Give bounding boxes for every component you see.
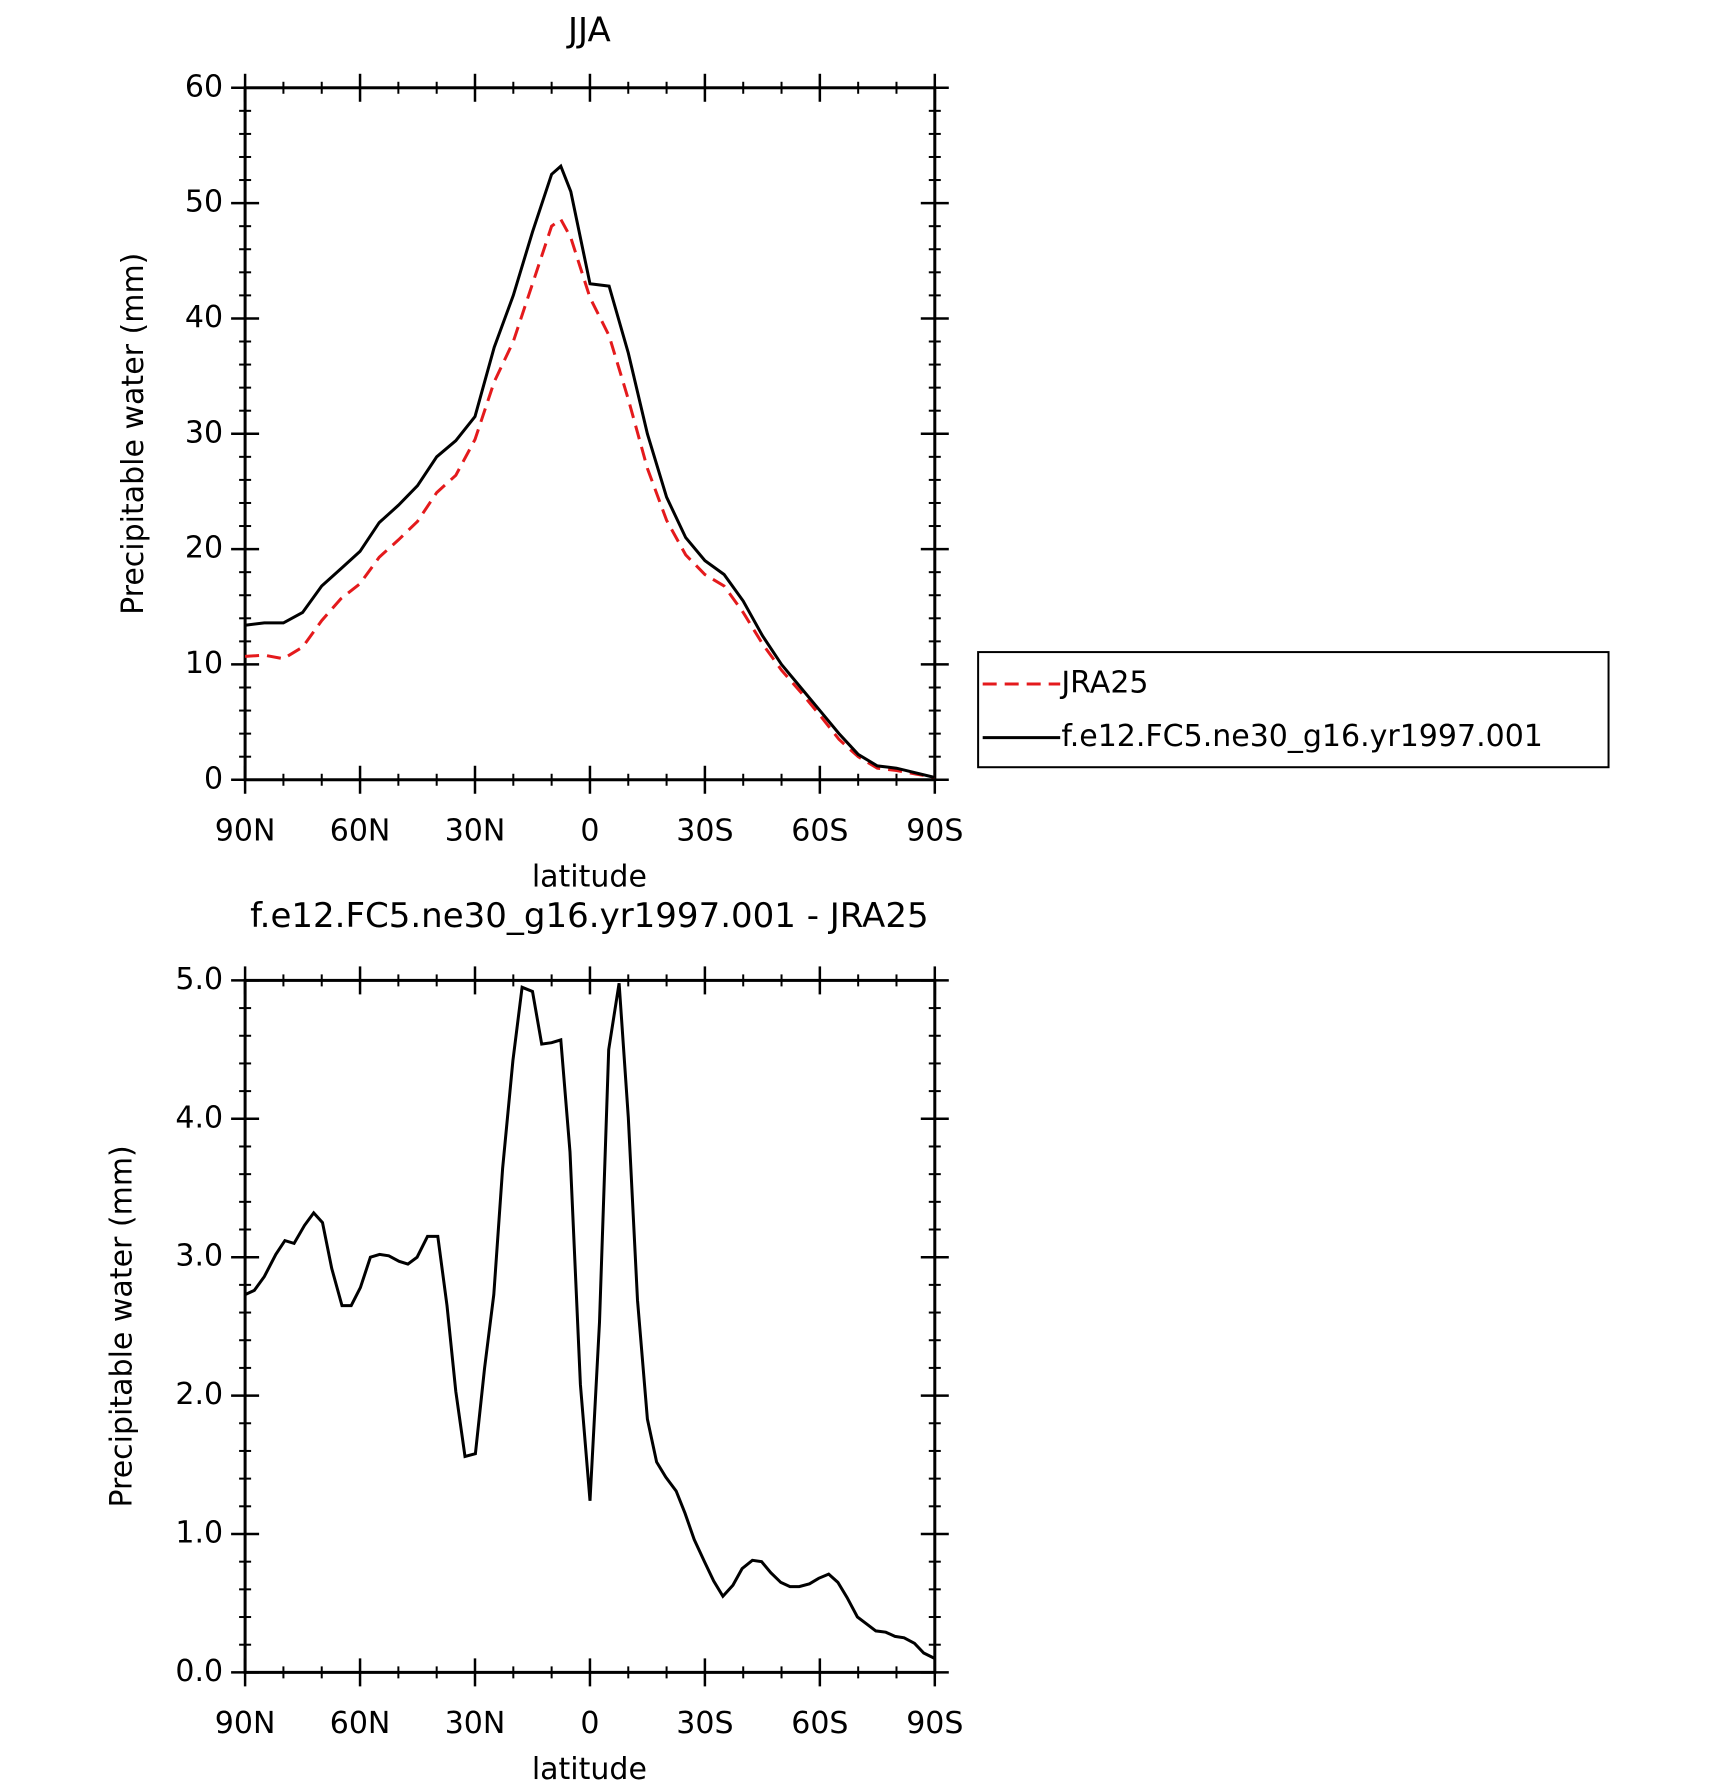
x-tick-label: 0 bbox=[580, 813, 599, 848]
x-tick-label: 60N bbox=[330, 813, 391, 848]
series-line bbox=[245, 217, 936, 779]
x-axis-label: latitude bbox=[532, 859, 647, 894]
y-tick-label: 30 bbox=[185, 415, 223, 450]
x-tick-label: 90N bbox=[215, 813, 276, 848]
x-tick-label: 30S bbox=[676, 1706, 733, 1741]
x-axis-label: latitude bbox=[532, 1752, 647, 1783]
y-axis-label: Precipitable water (mm) bbox=[105, 1145, 140, 1507]
chart-title: f.e12.FC5.ne30_g16.yr1997.001 - JRA25 bbox=[250, 896, 928, 936]
x-tick-label: 60S bbox=[791, 1706, 848, 1741]
y-tick-label: 40 bbox=[185, 300, 223, 335]
chart-title: JJA bbox=[566, 10, 611, 50]
x-tick-label: 30S bbox=[676, 813, 733, 848]
y-axis-label: Precipitable water (mm) bbox=[116, 253, 151, 615]
x-tick-label: 30N bbox=[445, 1706, 506, 1741]
legend-label: f.e12.FC5.ne30_g16.yr1997.001 bbox=[1061, 719, 1543, 754]
y-tick-label: 3.0 bbox=[175, 1239, 223, 1274]
y-tick-label: 0.0 bbox=[175, 1654, 223, 1689]
y-tick-label: 60 bbox=[185, 69, 223, 104]
y-tick-label: 1.0 bbox=[175, 1515, 223, 1550]
y-tick-label: 20 bbox=[185, 531, 223, 566]
y-tick-label: 50 bbox=[185, 185, 223, 220]
x-tick-label: 90N bbox=[215, 1706, 276, 1741]
y-tick-label: 0 bbox=[204, 761, 223, 796]
plot-frame bbox=[243, 978, 937, 1674]
x-tick-label: 30N bbox=[445, 813, 506, 848]
y-tick-label: 2.0 bbox=[175, 1377, 223, 1412]
x-tick-label: 60S bbox=[791, 813, 848, 848]
x-tick-label: 90S bbox=[906, 813, 963, 848]
legend-box bbox=[977, 651, 1610, 769]
x-tick-label: 0 bbox=[580, 1706, 599, 1741]
legend-label: JRA25 bbox=[1059, 666, 1148, 701]
y-tick-label: 5.0 bbox=[175, 962, 223, 997]
y-tick-label: 10 bbox=[185, 646, 223, 681]
y-tick-label: 4.0 bbox=[175, 1100, 223, 1135]
plot-frame bbox=[243, 86, 937, 782]
x-tick-label: 60N bbox=[330, 1706, 391, 1741]
x-tick-label: 90S bbox=[906, 1706, 963, 1741]
series-line bbox=[244, 163, 936, 779]
series-line bbox=[244, 982, 936, 1660]
